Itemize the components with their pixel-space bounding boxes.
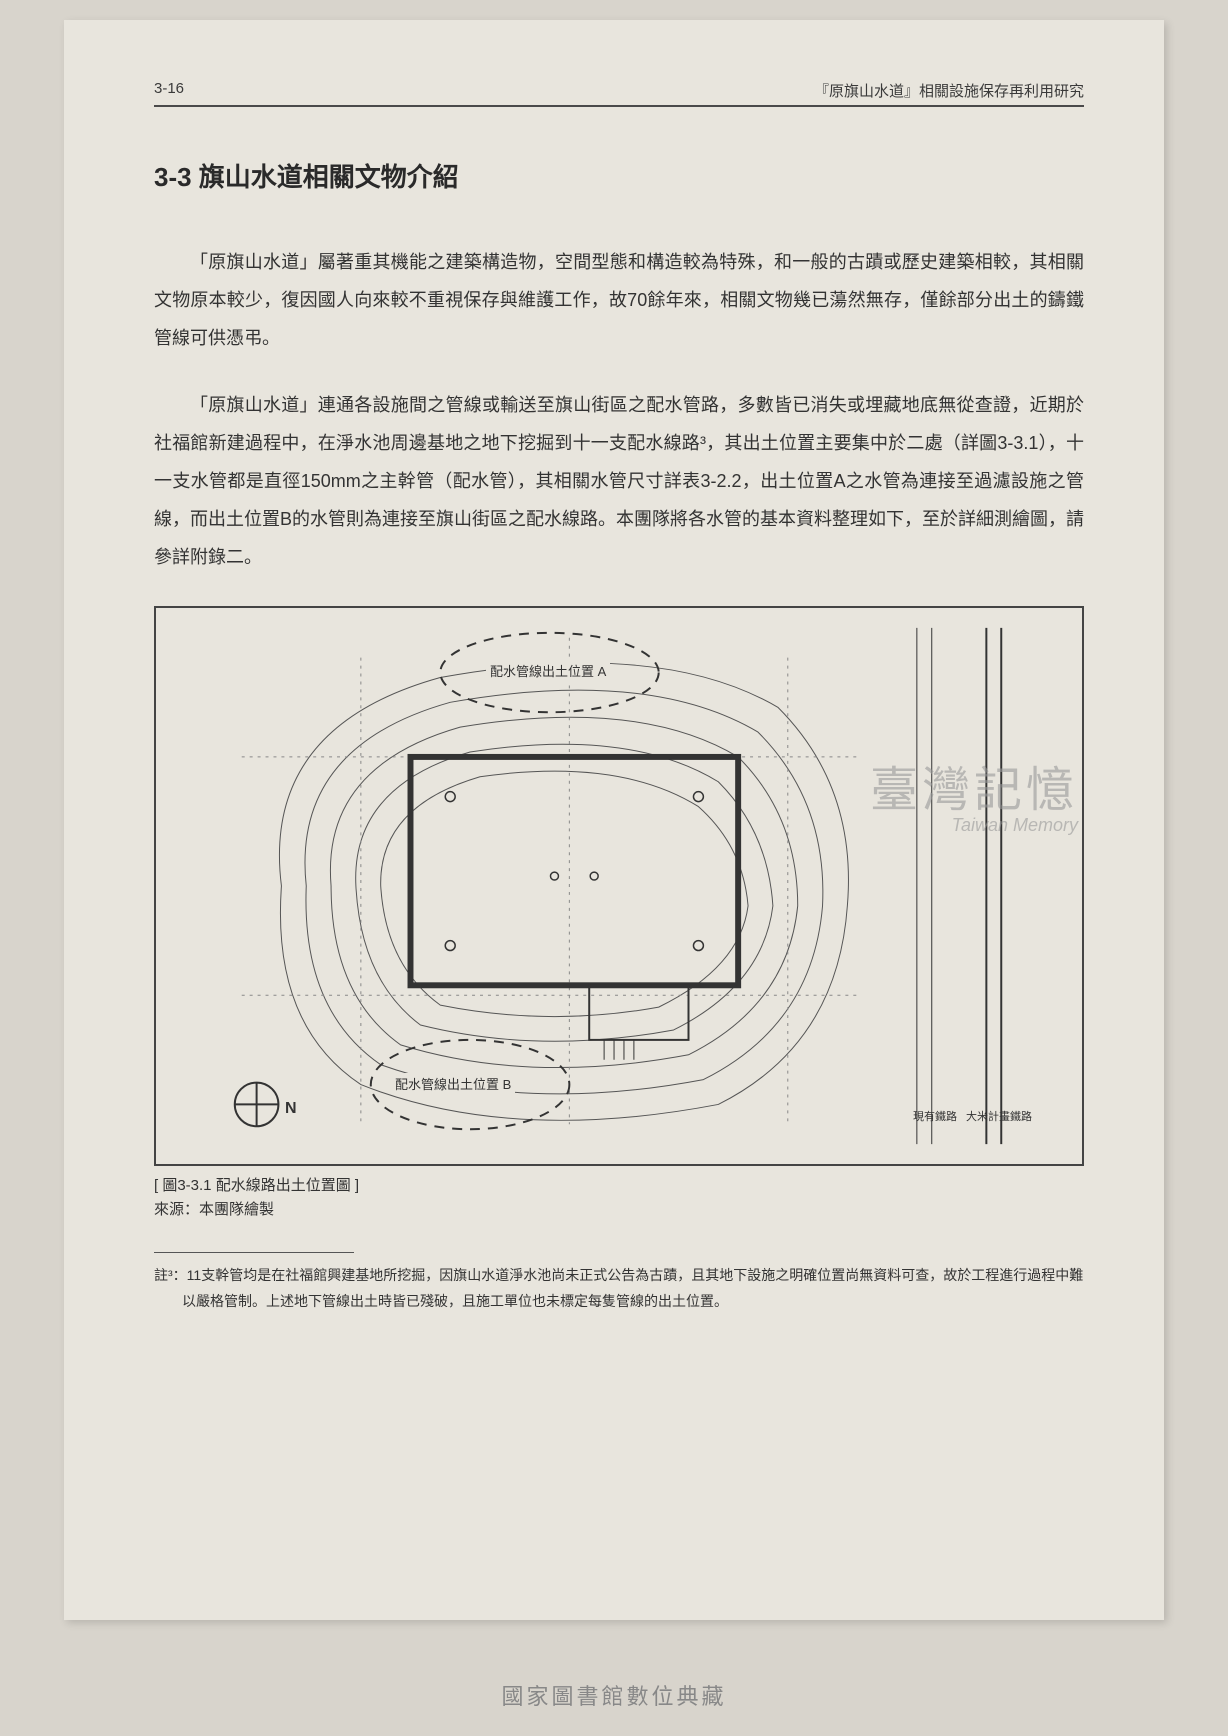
road-label-1: 現有鐵路 — [913, 1108, 957, 1124]
road-label-2: 大米計畫鐵路 — [966, 1108, 1032, 1124]
section-title: 3-3 旗山水道相關文物介紹 — [154, 157, 1084, 194]
page-container: 3-16 『原旗山水道』相關設施保存再利用研究 3-3 旗山水道相關文物介紹 「… — [64, 20, 1164, 1620]
footnote-3: 註³：11支幹管均是在社福館興建基地所挖掘，因旗山水道淨水池尚未正式公告為古蹟，… — [154, 1263, 1084, 1313]
figure-site-plan: 配水管線出土位置 A 配水管線出土位置 B N 現有鐵路 大米計畫鐵路 — [154, 606, 1084, 1166]
footnote-rule — [154, 1252, 354, 1253]
footer-stamp: 國家圖書館數位典藏 — [501, 1679, 726, 1711]
figure-label-b: 配水管線出土位置 B — [391, 1073, 515, 1094]
document-title: 『原旗山水道』相關設施保存再利用研究 — [814, 80, 1084, 101]
paragraph-1: 「原旗山水道」屬著重其機能之建築構造物，空間型態和構造較為特殊，和一般的古蹟或歷… — [154, 244, 1084, 357]
figure-label-a: 配水管線出土位置 A — [486, 660, 610, 681]
figure-caption: [ 圖3-3.1 配水線路出土位置圖 ] 來源：本團隊繪製 — [154, 1174, 1084, 1222]
site-plan-svg — [156, 608, 1082, 1164]
figure-caption-line1: [ 圖3-3.1 配水線路出土位置圖 ] — [154, 1174, 1084, 1198]
page-number: 3-16 — [154, 80, 184, 101]
compass-label: N — [281, 1099, 301, 1119]
figure-caption-line2: 來源：本團隊繪製 — [154, 1198, 1084, 1222]
page-header: 3-16 『原旗山水道』相關設施保存再利用研究 — [154, 80, 1084, 107]
paragraph-2: 「原旗山水道」連通各設施間之管線或輸送至旗山街區之配水管路，多數皆已消失或埋藏地… — [154, 387, 1084, 576]
